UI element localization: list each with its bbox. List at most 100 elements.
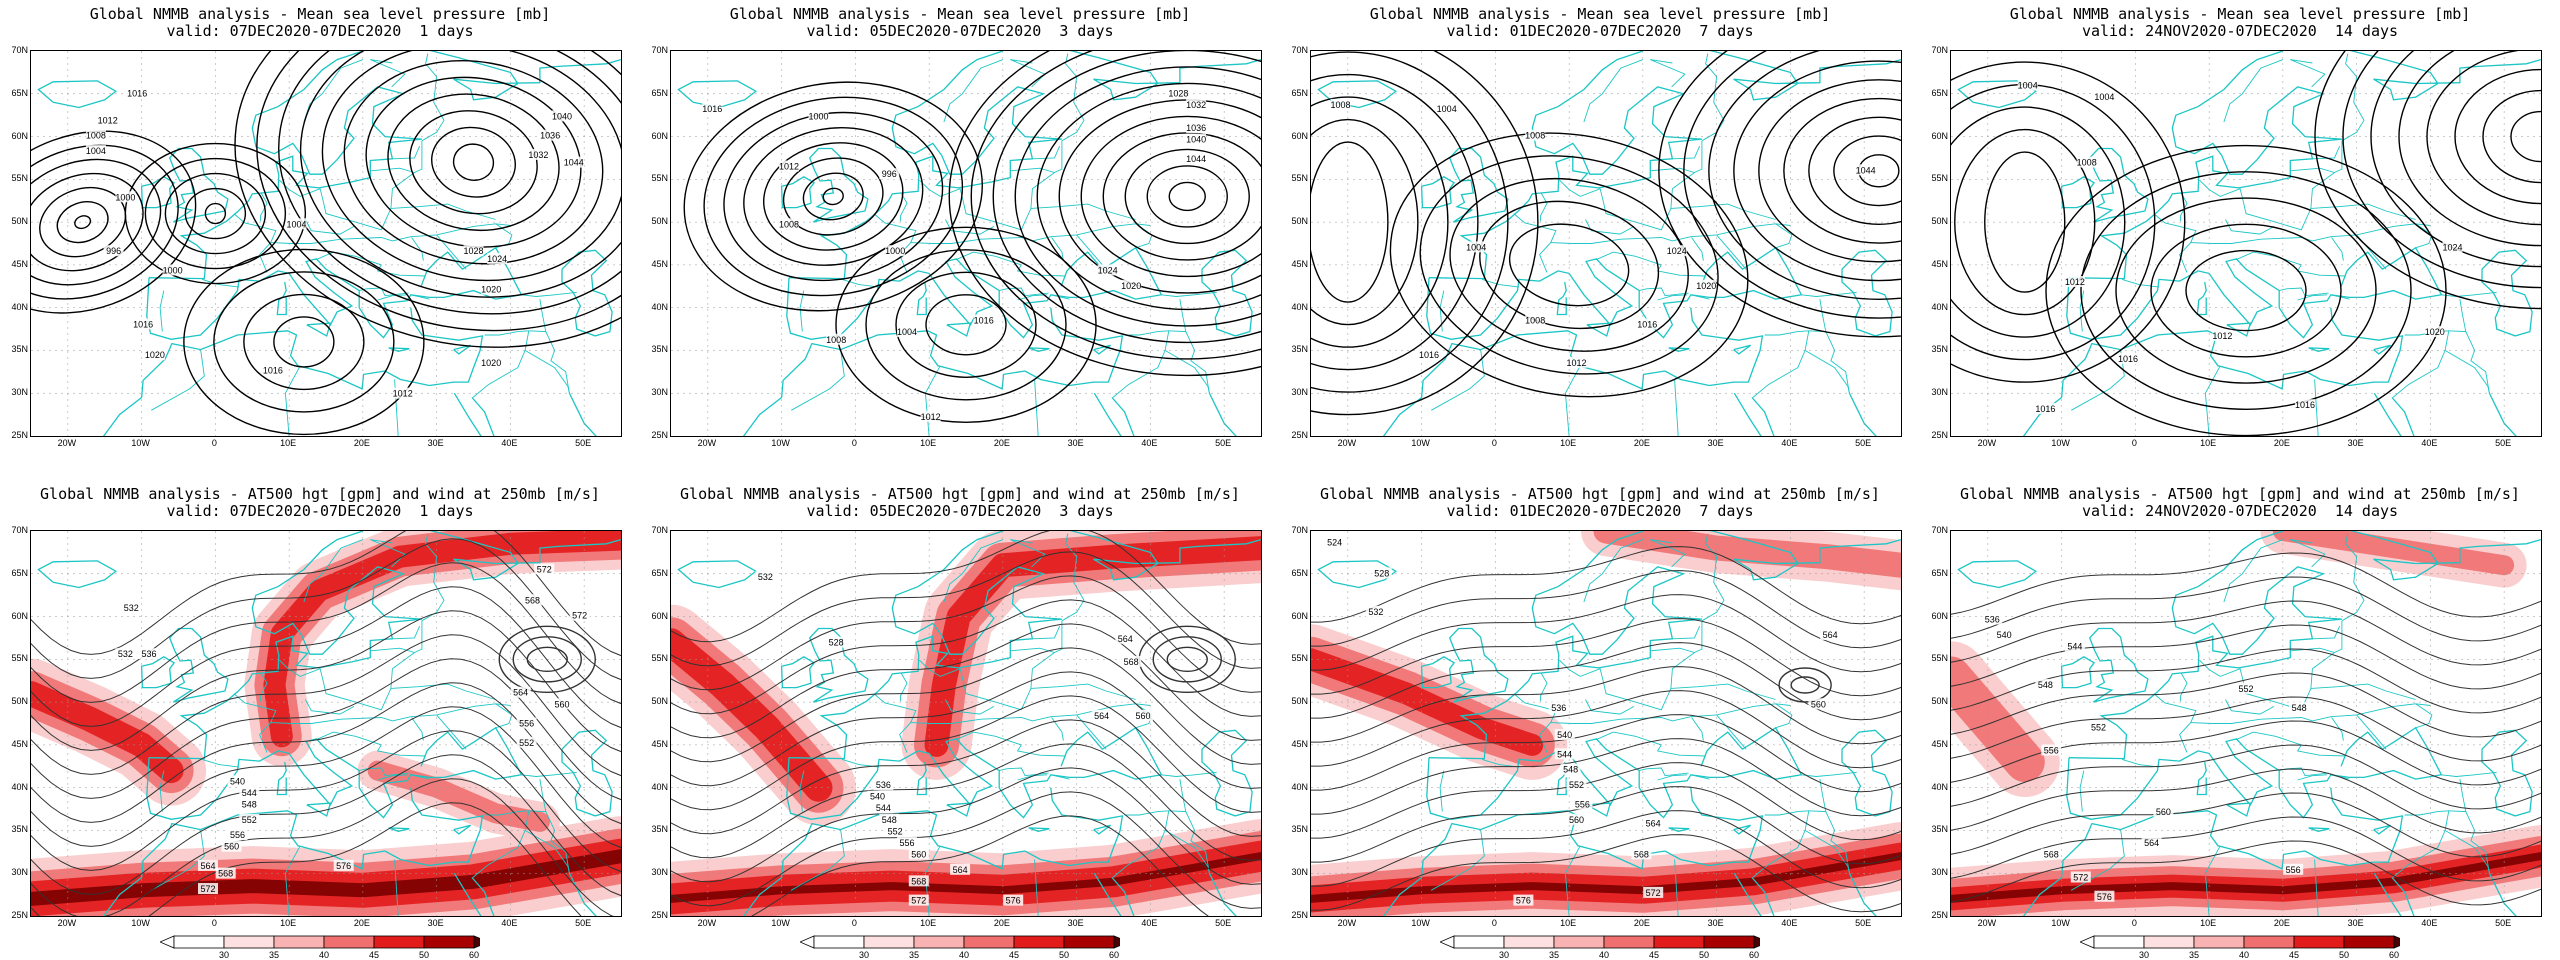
lon-label: 0 <box>1491 918 1497 928</box>
isoline-labels: 1008 1004 1008 1004 1008 1012 1016 1020 1024 1044… <box>1330 98 1876 368</box>
isoline-label: 528 <box>1374 568 1389 578</box>
panel-title-line1: Global NMMB analysis - Mean sea level pr… <box>2009 5 2471 23</box>
colorbar-label: 50 <box>1058 950 1070 960</box>
wind-colorbar <box>1440 935 1760 949</box>
lat-label: 30N <box>651 867 668 878</box>
map-area: 524 528 532 536 540 544 548 552 556 560 564 568 572 5… <box>1310 530 1902 917</box>
lon-label: 40E <box>1141 438 1158 448</box>
isoline-labels: 5325365325405445485525565605645685725765… <box>115 563 590 895</box>
colorbar-label: 35 <box>2188 950 2200 960</box>
isoline-label: 1024 <box>2442 242 2462 252</box>
lat-label: 35N <box>1931 824 1948 835</box>
panel-title: Global NMMB analysis - AT500 hgt [gpm] a… <box>640 486 1280 520</box>
lat-label: 70N <box>651 525 668 535</box>
lon-label: 10E <box>2200 438 2217 448</box>
isoline-label: 560 <box>224 842 239 852</box>
grid <box>1951 51 2541 436</box>
isoline-label: 568 <box>1124 657 1139 667</box>
lon-label: 50E <box>575 918 592 928</box>
lon-label: 20E <box>993 438 1010 448</box>
isoline-label: 1016 <box>2035 404 2055 414</box>
lat-label: 65N <box>1291 567 1308 578</box>
isoline-label: 536 <box>876 780 891 790</box>
panel-title-line2: valid: 24NOV2020-07DEC2020 14 days <box>2081 502 2399 520</box>
lat-label: 40N <box>1291 781 1308 792</box>
mslp-panel-2: Global NMMB analysis - Mean sea level pr… <box>640 0 1280 480</box>
lat-label: 30N <box>651 387 668 398</box>
grid <box>1311 531 1901 916</box>
isoline-label: 532 <box>1368 607 1383 617</box>
lon-label: 20W <box>1977 438 1997 448</box>
isoline-label: 1012 <box>393 389 413 399</box>
isoline-label: 524 <box>1327 538 1342 548</box>
isoline-label: 1020 <box>1696 281 1716 291</box>
isoline-label: 548 <box>2038 680 2053 690</box>
isoline-label: 556 <box>230 830 245 840</box>
lat-label: 45N <box>11 258 28 269</box>
panel-title: Global NMMB analysis - Mean sea level pr… <box>1280 6 1920 40</box>
lat-label: 25N <box>11 430 28 440</box>
isoline-label: 532 <box>758 572 773 582</box>
colorbar-label: 30 <box>218 950 230 960</box>
isoline-label: 552 <box>2238 684 2253 694</box>
map-svg: 5325365325405445485525565605645685725765… <box>31 531 621 916</box>
isoline-label: 1012 <box>779 162 799 172</box>
lat-label: 70N <box>651 45 668 55</box>
lon-label: 10W <box>131 918 150 928</box>
lat-label: 50N <box>11 216 28 227</box>
isoline-label: 1000 <box>163 265 183 275</box>
isoline-label: 1020 <box>1121 281 1141 291</box>
lat-label: 30N <box>1931 867 1948 878</box>
isolines <box>31 51 621 436</box>
lat-label: 60N <box>1291 130 1308 141</box>
isoline-label: 544 <box>242 788 257 798</box>
map-area: 1008 1004 1008 1004 1008 1012 1016 1020 1024 1044… <box>1310 50 1902 437</box>
lat-label: 45N <box>1291 738 1308 749</box>
panel-title: Global NMMB analysis - Mean sea level pr… <box>0 6 640 40</box>
lat-label: 70N <box>11 45 28 55</box>
lat-label: 25N <box>1291 910 1308 920</box>
lon-label: 0 <box>211 438 217 448</box>
isoline-label: 1012 <box>921 412 941 422</box>
lat-label: 60N <box>1931 130 1948 141</box>
lat-label: 65N <box>11 87 28 98</box>
isoline-label: 556 <box>2044 745 2059 755</box>
panel-title: Global NMMB analysis - AT500 hgt [gpm] a… <box>0 486 640 520</box>
isoline-label: 572 <box>1646 888 1661 898</box>
isoline-label: 564 <box>200 861 215 871</box>
lon-label: 50E <box>1855 438 1872 448</box>
coastlines <box>37 531 621 916</box>
isolines <box>1951 51 2541 436</box>
isoline-label: 564 <box>1118 634 1133 644</box>
lat-label: 35N <box>11 824 28 835</box>
colorbar-label: 35 <box>1548 950 1560 960</box>
lat-label: 35N <box>1291 344 1308 355</box>
lon-label: 50E <box>1855 918 1872 928</box>
isoline-label: 1024 <box>487 254 507 264</box>
panel-title: Global NMMB analysis - Mean sea level pr… <box>640 6 1280 40</box>
isoline-label: 1040 <box>1186 135 1206 145</box>
isoline-label: 552 <box>519 738 534 748</box>
lon-label: 10E <box>280 438 297 448</box>
isoline-label: 532 <box>118 649 133 659</box>
lat-label: 70N <box>11 525 28 535</box>
panel-title-line2: valid: 01DEC2020-07DEC2020 7 days <box>1446 22 1754 40</box>
lon-label: 0 <box>2131 918 2137 928</box>
isoline-label: 1012 <box>2065 277 2085 287</box>
isoline-label: 548 <box>882 815 897 825</box>
isoline-label: 564 <box>2144 838 2159 848</box>
lat-label: 50N <box>1291 216 1308 227</box>
lat-label: 45N <box>651 258 668 269</box>
panel-title-line1: Global NMMB analysis - Mean sea level pr… <box>89 5 551 23</box>
lon-label: 20W <box>1337 918 1357 928</box>
lat-label: 25N <box>1931 910 1948 920</box>
colorbar-label: 40 <box>318 950 330 960</box>
lon-label: 20W <box>1337 438 1357 448</box>
lat-label: 65N <box>651 567 668 578</box>
coastlines <box>37 51 621 436</box>
colorbar-label: 30 <box>858 950 870 960</box>
isoline-label: 996 <box>106 246 121 256</box>
isoline-label: 564 <box>1646 819 1661 829</box>
lat-label: 40N <box>11 301 28 312</box>
isoline-label: 1016 <box>263 366 283 376</box>
